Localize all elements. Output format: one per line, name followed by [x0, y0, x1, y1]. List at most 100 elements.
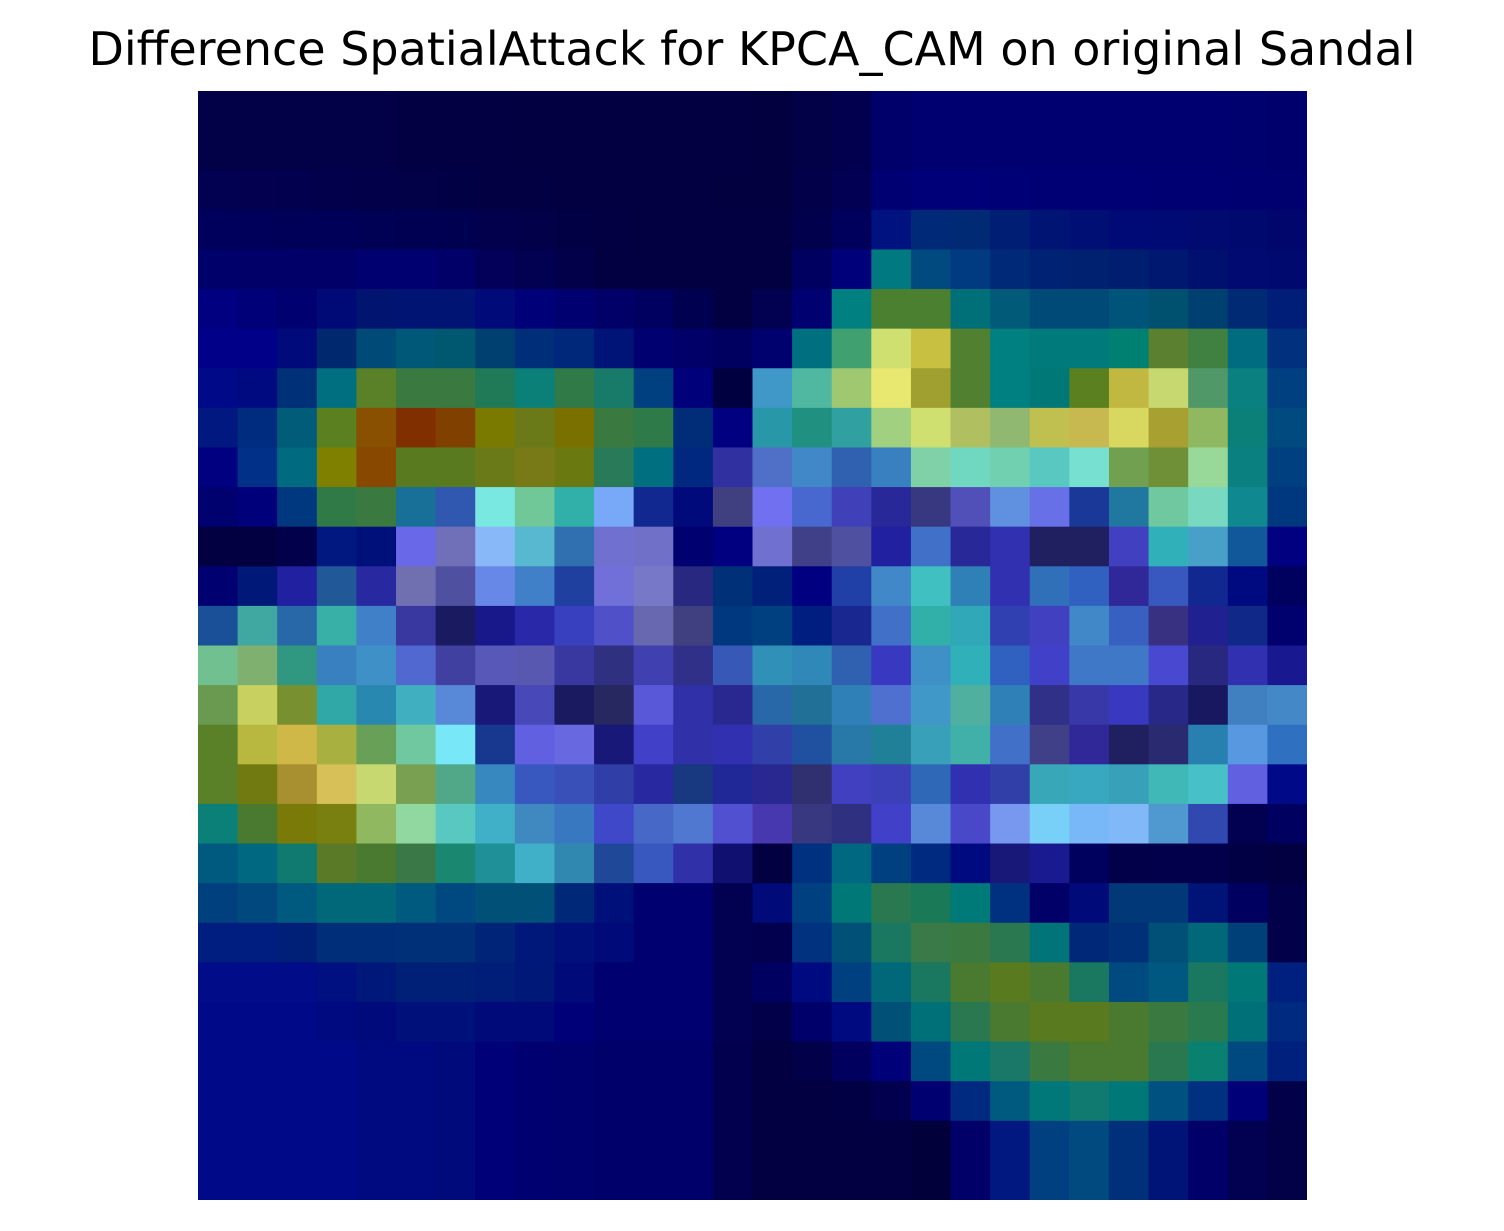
heatmap-cell: [316, 1041, 358, 1082]
heatmap-cell: [950, 368, 991, 409]
heatmap-cell: [277, 328, 318, 369]
heatmap-cell: [1029, 1160, 1070, 1200]
heatmap-cell: [1069, 724, 1110, 765]
heatmap-cell: [1069, 1160, 1110, 1200]
heatmap-cell: [990, 487, 1031, 528]
heatmap-cell: [514, 645, 556, 686]
heatmap-cell: [554, 407, 595, 449]
heatmap-cell: [1188, 724, 1229, 765]
heatmap-cell: [831, 249, 872, 290]
heatmap-cell: [871, 91, 912, 132]
heatmap-cell: [673, 883, 714, 924]
heatmap-cell: [1188, 328, 1229, 369]
heatmap-cell: [1069, 962, 1110, 1003]
heatmap-cell: [316, 605, 358, 647]
heatmap-cell: [712, 1120, 754, 1161]
heatmap-cell: [277, 645, 318, 686]
heatmap-cell: [712, 803, 754, 845]
heatmap-cell: [1267, 1081, 1307, 1122]
heatmap-cell: [1108, 407, 1150, 449]
heatmap-cell: [712, 1081, 754, 1122]
heatmap-cell: [871, 328, 912, 369]
heatmap-cell: [435, 685, 476, 726]
heatmap-cell: [712, 289, 754, 330]
heatmap-cell: [1108, 724, 1150, 765]
heatmap-cell: [514, 249, 556, 290]
heatmap-cell: [594, 1041, 635, 1082]
heatmap-cell: [990, 1041, 1031, 1082]
heatmap-cell: [277, 566, 318, 607]
heatmap-cell: [1029, 249, 1070, 290]
heatmap-cell: [1148, 645, 1189, 686]
heatmap-cell: [673, 170, 714, 211]
heatmap-cell: [1148, 209, 1189, 251]
heatmap-cell: [950, 843, 991, 884]
heatmap-cell: [1267, 922, 1307, 963]
heatmap-cell: [871, 487, 912, 528]
heatmap-cell: [1148, 368, 1189, 409]
heatmap-cell: [514, 1081, 556, 1122]
heatmap-cell: [1029, 368, 1070, 409]
heatmap-cell: [356, 1160, 397, 1200]
heatmap-cell: [514, 566, 556, 607]
heatmap-cell: [871, 883, 912, 924]
heatmap-cell: [554, 1120, 595, 1161]
heatmap-cell: [198, 645, 239, 686]
heatmap-cell: [514, 883, 556, 924]
heatmap-cell: [1029, 883, 1070, 924]
heatmap-cell: [910, 883, 952, 924]
heatmap-cell: [871, 1120, 912, 1161]
heatmap-cell: [752, 328, 793, 369]
heatmap-cell: [950, 1160, 991, 1200]
heatmap-cell: [1148, 447, 1189, 488]
heatmap-cell: [871, 209, 912, 251]
heatmap-cell: [316, 130, 358, 171]
heatmap-cell: [950, 566, 991, 607]
heatmap-cell: [1188, 249, 1229, 290]
heatmap-cell: [594, 685, 635, 726]
heatmap-cell: [198, 566, 239, 607]
heatmap-cell: [792, 328, 833, 369]
heatmap-cell: [633, 407, 674, 449]
heatmap-cell: [910, 843, 952, 884]
heatmap-cell: [316, 1001, 358, 1043]
heatmap-cell: [752, 1041, 793, 1082]
heatmap-cell: [277, 407, 318, 449]
heatmap-cell: [475, 883, 516, 924]
heatmap-cell: [871, 526, 912, 567]
heatmap-cell: [277, 209, 318, 251]
heatmap-cell: [316, 487, 358, 528]
heatmap-cell: [1227, 566, 1268, 607]
heatmap-cell: [712, 724, 754, 765]
heatmap-cell: [792, 447, 833, 488]
heatmap-cell: [910, 764, 952, 805]
heatmap-cell: [277, 1001, 318, 1043]
heatmap-cell: [396, 962, 437, 1003]
heatmap-cell: [594, 566, 635, 607]
heatmap-cell: [1148, 487, 1189, 528]
heatmap-cell: [831, 843, 872, 884]
heatmap-cell: [514, 1001, 556, 1043]
heatmap-cell: [792, 1081, 833, 1122]
heatmap-cell: [633, 328, 674, 369]
heatmap-cell: [594, 962, 635, 1003]
heatmap-cell: [831, 368, 872, 409]
heatmap-cell: [1267, 91, 1307, 132]
heatmap-cell: [673, 328, 714, 369]
heatmap-cell: [1267, 368, 1307, 409]
heatmap-cell: [356, 962, 397, 1003]
heatmap-cell: [435, 1041, 476, 1082]
heatmap-cell: [316, 685, 358, 726]
heatmap-cell: [990, 130, 1031, 171]
heatmap-cell: [1267, 803, 1307, 845]
heatmap-cell: [237, 566, 278, 607]
heatmap-cell: [198, 487, 239, 528]
heatmap-cell: [950, 91, 991, 132]
heatmap-cell: [198, 368, 239, 409]
heatmap-cell: [871, 407, 912, 449]
heatmap-cell: [396, 1001, 437, 1043]
heatmap-cell: [514, 962, 556, 1003]
heatmap-cell: [475, 289, 516, 330]
heatmap-cell: [1069, 685, 1110, 726]
heatmap-cell: [594, 645, 635, 686]
